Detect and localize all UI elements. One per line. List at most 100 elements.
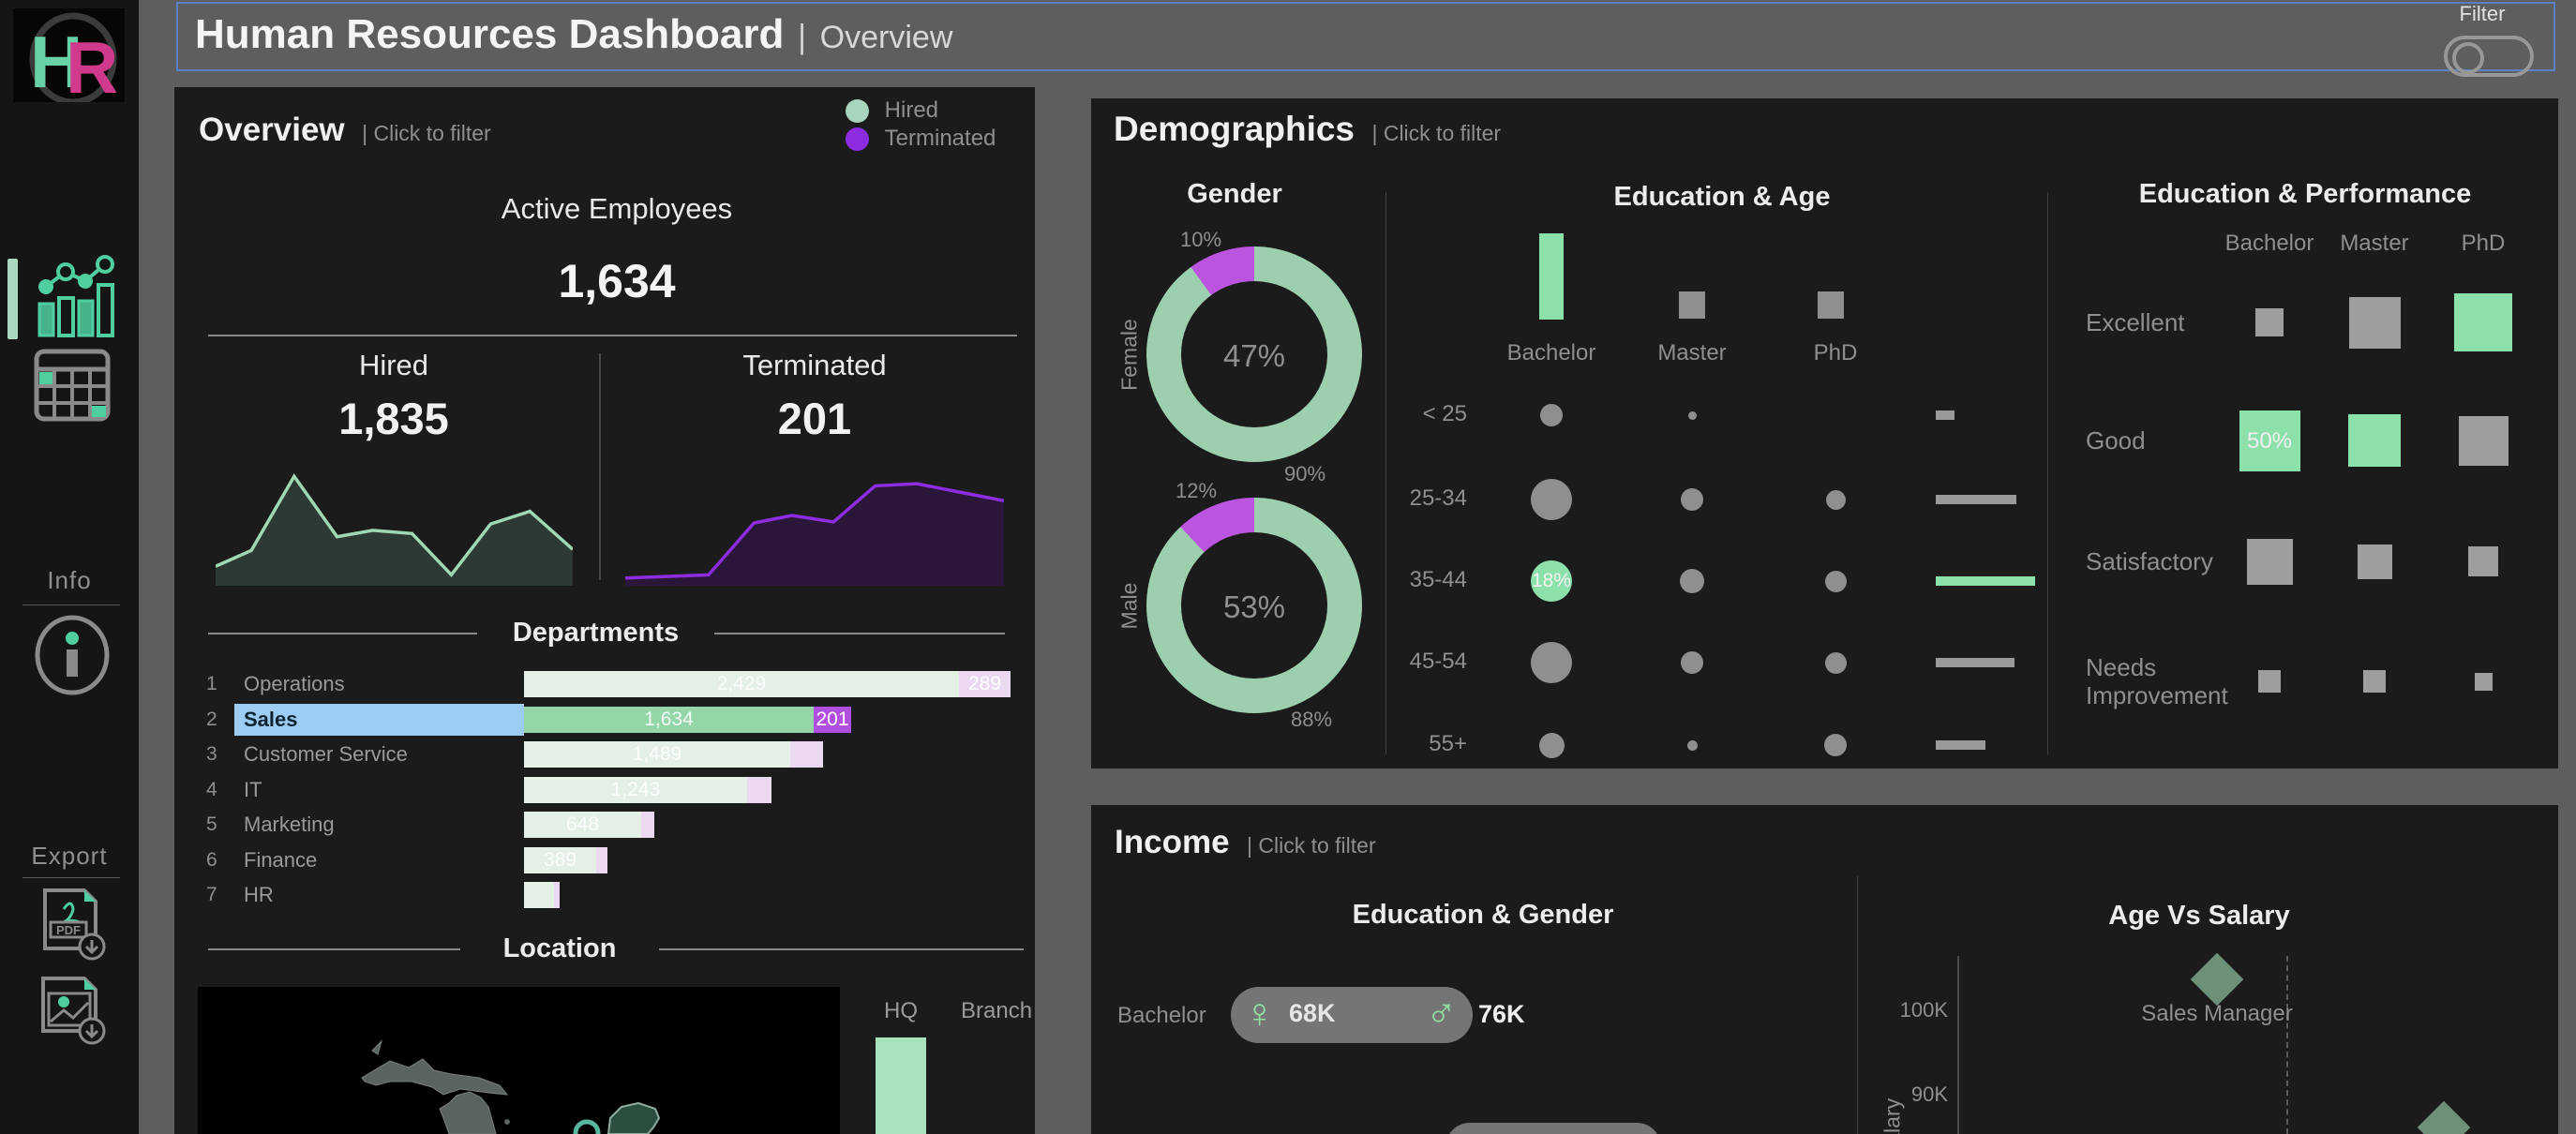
hired-bar-segment[interactable] <box>524 882 554 908</box>
edu-age-row-bar[interactable] <box>1936 410 1954 420</box>
department-row-finance[interactable]: 6 Finance 389 <box>174 844 1035 876</box>
edu-age-bubble[interactable] <box>1824 651 1847 674</box>
legend-label: Hired <box>884 97 939 123</box>
edu-perf-square[interactable] <box>2258 670 2281 693</box>
edu-age-bubble[interactable] <box>1686 739 1698 751</box>
department-row-customer-service[interactable]: 3 Customer Service 1,489 <box>174 739 1035 770</box>
edu-age-row-bar[interactable] <box>1936 495 2016 504</box>
terminated-bar-segment[interactable] <box>790 741 823 768</box>
income-header[interactable]: Income | Click to filter <box>1115 824 1376 861</box>
edu-perf-square[interactable] <box>2255 308 2284 336</box>
departments-title: Departments <box>512 618 680 648</box>
hired-bar-segment[interactable] <box>524 706 814 733</box>
export-image-button[interactable] <box>36 971 111 1046</box>
hired-trend-sparkline[interactable] <box>215 469 575 586</box>
legend-item-terminated[interactable]: Terminated <box>846 125 996 153</box>
nav-table-button[interactable] <box>34 349 111 422</box>
edu-age-bubble[interactable] <box>1538 732 1565 758</box>
bachelor-total-bar[interactable] <box>1539 233 1564 320</box>
row-name: Sales <box>234 703 524 736</box>
edu-age-row-bar[interactable] <box>1936 658 2014 667</box>
edu-age-row-bar[interactable] <box>1936 740 1985 750</box>
hired-bar-segment[interactable] <box>524 812 641 838</box>
edu-perf-square[interactable] <box>2458 415 2509 466</box>
legend-item-hired[interactable]: Hired <box>846 97 996 125</box>
hq-count-bar[interactable] <box>876 1037 926 1134</box>
overview-heading: Overview <box>199 112 345 148</box>
male-gender-donut[interactable] <box>1146 498 1362 713</box>
terminated-trend-sparkline[interactable] <box>624 469 1005 586</box>
edu-age-bubble[interactable] <box>1681 651 1703 674</box>
terminated-bar-segment[interactable] <box>747 776 771 803</box>
terminated-kpi-label: Terminated <box>742 349 887 381</box>
filter-toggle[interactable] <box>2444 36 2534 77</box>
hired-bar-segment[interactable] <box>524 741 790 768</box>
edu-perf-square[interactable] <box>2454 293 2512 351</box>
edu-perf-square[interactable] <box>2468 546 2498 576</box>
hired-bar-segment[interactable] <box>524 671 959 697</box>
scatter-point[interactable] <box>2417 1100 2471 1134</box>
edu-perf-square[interactable] <box>2357 544 2392 579</box>
edu-age-bubble[interactable] <box>1540 404 1563 426</box>
edu-age-bubble[interactable] <box>1681 488 1703 511</box>
filter-toggle-knob <box>2452 42 2484 74</box>
department-row-hr[interactable]: 7 HR <box>174 879 1035 911</box>
edu-age-bubble[interactable]: 18% <box>1531 560 1572 602</box>
edu-age-bubble[interactable] <box>1824 570 1847 592</box>
edu-age-bubble[interactable] <box>1824 734 1847 756</box>
department-row-operations[interactable]: 1 Operations 2,429 289 <box>174 668 1035 700</box>
location-map[interactable] <box>198 987 840 1134</box>
demographics-header[interactable]: Demographics | Click to filter <box>1114 110 1501 149</box>
master-total-bar[interactable] <box>1679 291 1705 319</box>
edu-age-bubble[interactable] <box>1687 410 1697 420</box>
salary-axis-line <box>1957 956 1959 1134</box>
edu-perf-square[interactable] <box>2348 296 2401 349</box>
terminated-bar-segment[interactable] <box>814 706 851 733</box>
edu-perf-square[interactable] <box>2348 414 2401 467</box>
edu-perf-square[interactable] <box>2474 672 2493 691</box>
overview-header[interactable]: Overview | Click to filter <box>199 112 491 149</box>
terminated-bar-segment[interactable] <box>641 812 654 838</box>
branch-legend-label[interactable]: Branch <box>961 998 1033 1023</box>
hired-bar-segment[interactable] <box>524 776 747 803</box>
salary-range-pill[interactable]: ♀ 68K ♂ <box>1231 987 1473 1043</box>
edu-age-row-label: 35-44 <box>1409 567 1467 592</box>
edu-age-bubble[interactable] <box>1680 569 1704 593</box>
edu-age-col-label: Bachelor <box>1506 340 1596 366</box>
hired-bar-value: 1,634 <box>644 708 694 730</box>
edu-perf-square[interactable] <box>2246 538 2293 585</box>
overview-panel: Overview | Click to filter Hired Termina… <box>174 87 1035 1134</box>
info-section-label: Info <box>47 566 92 594</box>
divider <box>599 353 601 580</box>
edu-perf-square[interactable] <box>2363 670 2386 693</box>
export-section-label: Export <box>31 842 108 870</box>
row-rank: 6 <box>206 848 217 871</box>
salary-range-pill-partial[interactable] <box>1445 1123 1661 1134</box>
department-row-sales[interactable]: 2 Sales 1,634 201 <box>174 703 1035 736</box>
edu-perf-row-label: Good <box>2086 426 2146 455</box>
department-row-it[interactable]: 4 IT 1,243 <box>174 774 1035 806</box>
hired-bar-segment[interactable] <box>524 846 596 873</box>
info-button[interactable] <box>34 615 111 695</box>
terminated-bar-segment[interactable] <box>596 846 607 873</box>
hq-legend-label[interactable]: HQ <box>884 998 918 1023</box>
female-gender-donut[interactable] <box>1146 246 1362 462</box>
hired-bar-value: 1,243 <box>610 778 661 800</box>
income-panel: Income | Click to filter Education & Gen… <box>1091 805 2558 1134</box>
row-rank: 5 <box>206 813 217 835</box>
export-pdf-button[interactable]: PDF <box>36 887 111 962</box>
edu-perf-square[interactable]: 50% <box>2239 410 2300 471</box>
title-divider: | <box>797 17 807 55</box>
edu-age-row-bar[interactable] <box>1936 576 2035 586</box>
sales-manager-point[interactable] <box>2190 952 2244 1007</box>
edu-age-bubble[interactable] <box>1825 489 1846 510</box>
app-logo[interactable]: H R <box>13 8 125 102</box>
phd-total-bar[interactable] <box>1818 291 1844 319</box>
department-row-marketing[interactable]: 5 Marketing 648 <box>174 809 1035 841</box>
divider <box>208 633 477 634</box>
nav-charts-button[interactable] <box>30 255 118 343</box>
terminated-bar-segment[interactable] <box>554 882 560 908</box>
terminated-bar-segment[interactable] <box>959 671 1011 697</box>
edu-age-bubble[interactable] <box>1531 642 1572 683</box>
edu-age-bubble[interactable] <box>1531 479 1572 520</box>
